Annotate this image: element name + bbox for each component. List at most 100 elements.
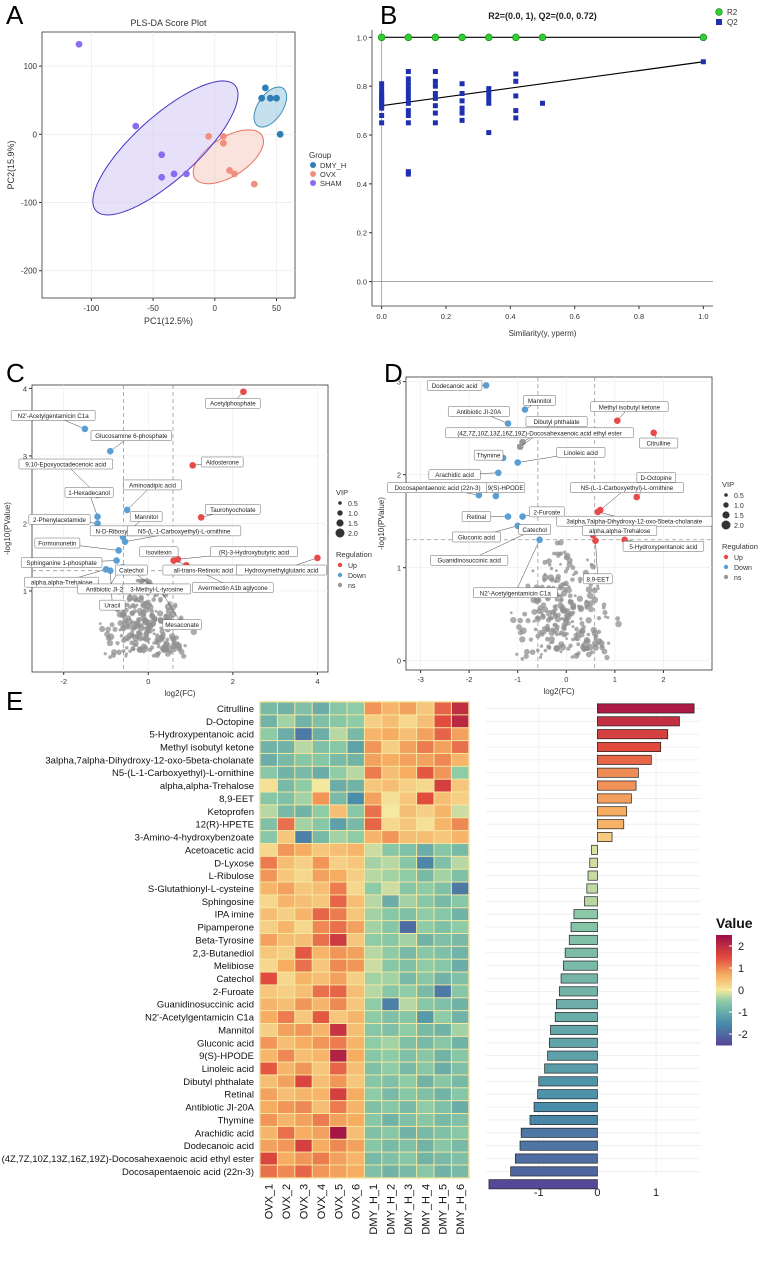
heatmap-cell <box>260 972 277 985</box>
point-dmy_h <box>258 94 266 102</box>
ns-point <box>121 649 126 653</box>
point-label: Guanidinosuccinic acid <box>437 558 501 565</box>
heatmap-cell <box>347 908 364 921</box>
point-q2 <box>405 171 411 177</box>
ns-point <box>149 608 155 614</box>
ns-point <box>571 625 575 628</box>
ns-point <box>124 654 128 658</box>
heatmap-cell <box>330 1139 347 1152</box>
point-label: Aldosterone <box>206 459 240 466</box>
colorbar-segment <box>716 1021 732 1024</box>
point-dmy_h <box>261 84 269 92</box>
heatmap-cell <box>417 818 434 831</box>
ns-point <box>136 617 140 622</box>
ns-point <box>566 621 571 626</box>
heatmap-cell <box>312 728 330 741</box>
heatmap-cell <box>417 1036 434 1049</box>
ns-point <box>160 647 167 653</box>
label-box <box>445 427 634 439</box>
ns-point <box>127 597 132 603</box>
heatmap-cell <box>382 1088 399 1101</box>
labeled-point <box>240 388 247 396</box>
ns-point <box>543 630 547 635</box>
point-q2 <box>379 120 385 126</box>
heatmap-cell <box>382 1114 399 1126</box>
heatmap-cell <box>277 728 295 741</box>
bar-x-tick-label: -1 <box>534 1187 544 1199</box>
ns-point <box>523 648 530 655</box>
heatmap-cell <box>382 766 399 779</box>
heatmap-cell <box>417 1011 434 1023</box>
heatmap-cell <box>451 1024 469 1036</box>
ns-point <box>567 593 573 599</box>
heatmap-cell <box>312 843 330 856</box>
heatmap-cell <box>277 1062 295 1075</box>
ns-point <box>522 611 528 617</box>
heatmap-cell <box>364 805 382 818</box>
panel-letter-a: A <box>6 0 24 30</box>
heatmap-cell <box>260 1088 277 1101</box>
ns-point <box>144 604 150 610</box>
colorbar-segment <box>716 1043 732 1046</box>
ns-point <box>587 600 594 607</box>
heatmap-cell <box>364 1062 382 1075</box>
heatmap-cell <box>364 728 382 741</box>
label-box <box>486 482 526 493</box>
ns-point <box>557 585 563 591</box>
point-q2 <box>405 108 411 114</box>
vip-legend-marker <box>722 511 730 519</box>
row-label: alpha,alpha-Trehalose <box>160 781 254 792</box>
x-tick-label: 0.0 <box>376 312 386 321</box>
point-q2 <box>379 105 385 111</box>
heatmap-cell <box>277 869 295 882</box>
ns-point <box>554 597 559 602</box>
point-ovx <box>226 167 233 174</box>
heatmap-cell <box>434 753 451 766</box>
heatmap-cell <box>399 933 417 946</box>
heatmap-cell <box>399 856 417 869</box>
row-label: IPA imine <box>215 910 254 921</box>
heatmap-cell <box>260 959 277 972</box>
heatmap-cell <box>417 998 434 1011</box>
panel-c-volcano: -2 0 2 4 1 2 3 4 log2(FC) -log10(PValue) Acetylpho… <box>3 384 372 698</box>
ns-point <box>579 617 583 621</box>
label-box <box>461 511 492 522</box>
heatmap-cell <box>347 1036 364 1049</box>
heatmap-cell <box>277 1165 295 1178</box>
legend-label: DMY_H <box>320 161 346 170</box>
ellipse-sham <box>92 80 239 216</box>
heatmap-cell <box>451 1152 469 1165</box>
heatmap-cell <box>260 1126 277 1139</box>
heatmap-cell <box>277 715 295 728</box>
row-label: Pipamperone <box>197 923 254 934</box>
ns-point <box>585 651 592 658</box>
row-label: N2'-Acetylgentamicin C1a <box>145 1013 255 1024</box>
heatmap-cell <box>312 805 330 818</box>
heatmap-cell <box>364 933 382 946</box>
ns-point <box>529 649 536 655</box>
point-label: Taurohyocholate <box>210 507 256 514</box>
point-q2 <box>432 103 438 109</box>
vip-legend-title: VIP <box>722 480 734 489</box>
heatmap-cell <box>347 985 364 998</box>
ns-point <box>147 641 150 644</box>
point-q2 <box>432 78 438 84</box>
ns-point <box>538 629 544 636</box>
heatmap-cell <box>295 728 312 741</box>
heatmap-cell <box>451 805 469 818</box>
heatmap-cell <box>434 933 451 946</box>
label-box <box>201 456 244 468</box>
ns-point <box>568 643 573 648</box>
colorbar-segment <box>716 1037 732 1040</box>
x-tick-label: 0 <box>564 675 568 684</box>
x-axis-label: PC1(12.5%) <box>144 316 193 326</box>
heatmap-cell <box>399 831 417 843</box>
colorbar-segment <box>716 943 732 946</box>
heatmap-cell <box>434 921 451 933</box>
ns-point <box>586 632 591 637</box>
ns-point <box>585 617 592 624</box>
panel-e-heatmap: Citrulline D-Octopine 5-Hydroxypentanoic a… <box>2 701 753 1235</box>
colorbar-segment <box>716 1027 732 1030</box>
colorbar-segment <box>716 1003 732 1006</box>
heatmap-cell <box>382 843 399 856</box>
